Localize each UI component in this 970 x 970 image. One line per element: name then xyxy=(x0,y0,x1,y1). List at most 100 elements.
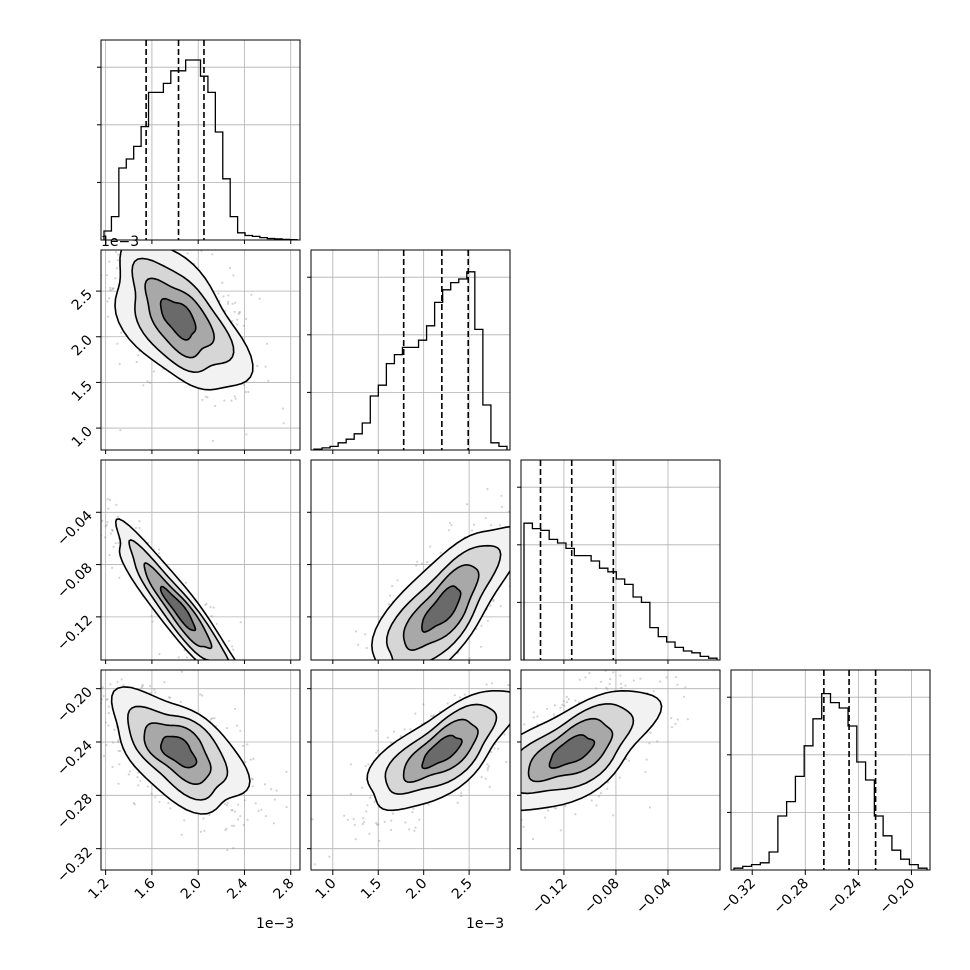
sample-point xyxy=(108,289,111,292)
contour-line xyxy=(114,250,254,391)
sample-point xyxy=(163,681,166,684)
y-tick-label: −0.24 xyxy=(54,737,96,779)
histogram-step xyxy=(523,522,718,660)
sample-point xyxy=(204,667,206,669)
sample-point xyxy=(109,498,112,501)
sample-point xyxy=(399,735,402,738)
sample-point xyxy=(427,803,430,806)
sample-point xyxy=(137,771,140,774)
sample-point xyxy=(547,809,550,812)
sample-point xyxy=(231,809,234,812)
sample-point xyxy=(92,524,94,526)
x-tick-label: 1.2 xyxy=(85,876,112,903)
sample-point xyxy=(218,666,220,668)
sample-point xyxy=(74,491,76,493)
sample-point xyxy=(170,248,172,250)
sample-point xyxy=(239,621,242,624)
sample-point xyxy=(412,807,415,810)
sample-point xyxy=(186,252,189,255)
sample-point xyxy=(141,685,144,688)
sample-point xyxy=(670,726,674,729)
sample-point xyxy=(339,691,341,693)
sample-point xyxy=(504,817,506,819)
sample-point xyxy=(89,484,91,486)
sample-point xyxy=(203,829,206,833)
sample-point xyxy=(567,698,570,701)
sample-point xyxy=(252,757,255,761)
sample-point xyxy=(245,433,248,436)
sample-point xyxy=(230,667,232,669)
sample-point xyxy=(138,520,141,523)
sample-point xyxy=(111,765,114,769)
axes-frame xyxy=(310,249,511,451)
sample-point xyxy=(409,728,412,731)
sample-point xyxy=(232,274,235,277)
sample-point xyxy=(208,813,211,817)
sample-point xyxy=(104,536,107,539)
scatter-panel-1-0 xyxy=(81,218,301,451)
sample-point xyxy=(102,754,105,758)
sample-point xyxy=(669,656,671,658)
sample-point xyxy=(117,782,120,785)
sample-point xyxy=(149,684,152,688)
sample-point xyxy=(258,297,261,300)
y-tick-label: 1.5 xyxy=(69,378,96,405)
sample-point xyxy=(111,529,114,532)
sample-point xyxy=(557,671,559,673)
sample-point xyxy=(436,681,438,683)
sample-point xyxy=(550,709,552,711)
sample-point xyxy=(225,692,227,694)
sample-point xyxy=(523,723,526,726)
sample-point xyxy=(81,218,83,220)
sample-point xyxy=(230,666,232,668)
sample-point xyxy=(230,399,233,402)
sample-point xyxy=(261,695,263,697)
sample-point xyxy=(270,788,273,791)
histogram-panel-3 xyxy=(727,669,931,871)
sample-point xyxy=(393,730,396,733)
sample-point xyxy=(111,566,114,569)
sample-point xyxy=(174,246,176,248)
sample-point xyxy=(251,778,254,781)
x-tick-label: −0.32 xyxy=(717,876,759,918)
sample-point xyxy=(386,736,389,739)
density-fill xyxy=(549,734,595,769)
sample-point xyxy=(139,779,142,782)
sample-point xyxy=(403,728,406,731)
sample-point xyxy=(514,745,516,747)
sample-point xyxy=(404,821,407,824)
sample-point xyxy=(492,600,495,603)
sample-point xyxy=(474,664,476,666)
sample-point xyxy=(378,839,381,842)
sample-point xyxy=(275,789,278,792)
sample-point xyxy=(226,671,228,673)
sample-point xyxy=(223,399,226,402)
sample-point xyxy=(406,695,408,697)
sample-point xyxy=(492,598,495,601)
sample-point xyxy=(619,674,622,677)
sample-point xyxy=(118,576,121,579)
sample-point xyxy=(415,697,417,699)
sample-point xyxy=(686,718,689,721)
sample-point xyxy=(644,770,647,774)
sample-point xyxy=(599,680,603,683)
sample-point xyxy=(154,796,157,799)
sample-point xyxy=(514,760,516,762)
sample-point xyxy=(167,801,170,805)
contour-line xyxy=(159,585,197,632)
sample-point xyxy=(383,712,385,714)
sample-point xyxy=(415,564,418,567)
sample-point xyxy=(328,855,331,858)
sample-point xyxy=(367,675,369,677)
sample-point xyxy=(366,804,369,807)
sample-point xyxy=(233,679,235,681)
sample-point xyxy=(486,619,489,622)
sample-point xyxy=(238,311,241,314)
scatter-panel-2-0 xyxy=(74,459,301,697)
sample-point xyxy=(226,302,230,305)
sample-point xyxy=(228,267,232,270)
sample-point xyxy=(588,664,590,666)
sample-point xyxy=(199,830,202,833)
sample-point xyxy=(493,747,496,750)
sample-point xyxy=(232,648,235,651)
